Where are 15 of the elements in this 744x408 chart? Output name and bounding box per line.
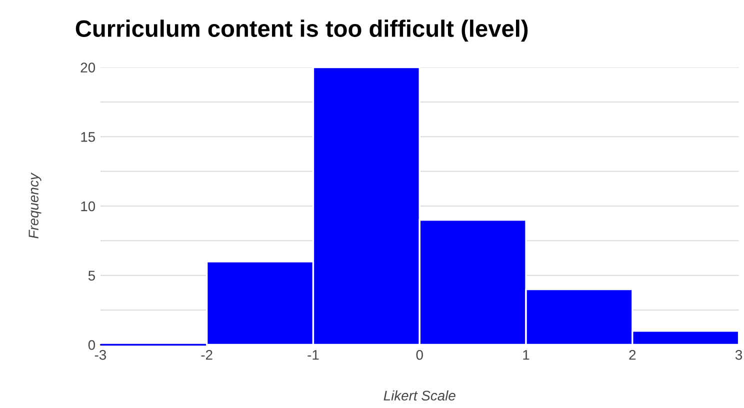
y-tick-label: 20 bbox=[80, 62, 96, 72]
x-axis-title: Likert Scale bbox=[384, 390, 456, 401]
x-tick-label: 2 bbox=[629, 350, 636, 360]
chart-title: Curriculum content is too difficult (level) bbox=[76, 20, 528, 42]
y-tick-label: 15 bbox=[81, 132, 95, 142]
x-tick-label: 3 bbox=[735, 350, 742, 360]
y-tick-label: 0 bbox=[88, 340, 96, 350]
x-tick-label: 0 bbox=[416, 350, 423, 360]
x-tick-label: -1 bbox=[308, 350, 319, 360]
x-tick-label: -3 bbox=[94, 350, 106, 360]
x-tick-label: -2 bbox=[201, 350, 212, 360]
y-tick-label: 10 bbox=[81, 201, 96, 212]
y-tick-label: 5 bbox=[88, 270, 95, 281]
y-axis-title: Frequency bbox=[28, 172, 42, 238]
x-tick-label: 1 bbox=[523, 350, 530, 360]
